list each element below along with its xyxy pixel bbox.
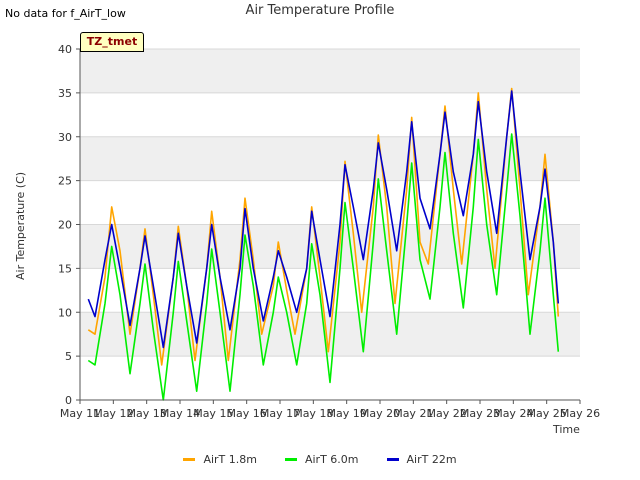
x-tick-label: May 20 [360, 407, 400, 420]
x-tick-label: May 19 [327, 407, 367, 420]
x-tick-label: May 11 [60, 407, 100, 420]
legend-label: AirT 1.8m [203, 453, 257, 466]
x-tick-label: May 26 [560, 407, 600, 420]
y-tick-label: 15 [58, 262, 72, 275]
x-tick-label: May 16 [227, 407, 267, 420]
no-data-message: No data for f_AirT_low [5, 7, 126, 20]
y-axis-label: Air Temperature (C) [14, 171, 27, 280]
x-tick-label: May 12 [93, 407, 133, 420]
series-lines [87, 87, 560, 401]
legend: AirT 1.8m AirT 6.0m AirT 22m [0, 453, 640, 466]
grid-band [80, 224, 580, 269]
y-tick-label: 20 [58, 219, 72, 232]
x-tick-label: May 17 [260, 407, 300, 420]
y-tick-label: 35 [58, 87, 72, 100]
y-tick-label: 30 [58, 131, 72, 144]
legend-item-airt-22m: AirT 22m [386, 453, 457, 466]
x-tick-label: May 24 [493, 407, 533, 420]
chart-title: Air Temperature Profile [245, 3, 395, 18]
x-tick-label: May 25 [527, 407, 567, 420]
x-tick-label: May 14 [160, 407, 200, 420]
legend-label: AirT 6.0m [304, 453, 359, 466]
y-tick-label: 25 [58, 175, 72, 188]
legend-label: AirT 22m [406, 453, 457, 466]
legend-swatch [183, 458, 196, 461]
y-tick-label: 40 [58, 43, 72, 56]
y-tick-label: 10 [58, 306, 72, 319]
grid-band [80, 136, 580, 181]
x-tick-label: May 21 [393, 407, 433, 420]
series-line-3 [87, 90, 560, 349]
legend-swatch [284, 458, 297, 461]
x-tick-label: May 15 [193, 407, 233, 420]
y-tick-label: 0 [65, 394, 72, 407]
legend-swatch [386, 458, 399, 461]
legend-item-airt-6-0m: AirT 6.0m [284, 453, 359, 466]
legend-item-airt-1-8m: AirT 1.8m [183, 453, 257, 466]
x-tick-label: May 18 [293, 407, 333, 420]
grid-band [80, 49, 580, 93]
x-tick-label: May 13 [127, 407, 167, 420]
x-tick-label: May 22 [427, 407, 467, 420]
series-line-2 [87, 133, 560, 401]
tz-tmet-tag: TZ_tmet [80, 32, 144, 52]
x-axis-label: Time [553, 423, 580, 436]
x-tick-label: May 23 [460, 407, 500, 420]
y-tick-label: 5 [65, 350, 72, 363]
